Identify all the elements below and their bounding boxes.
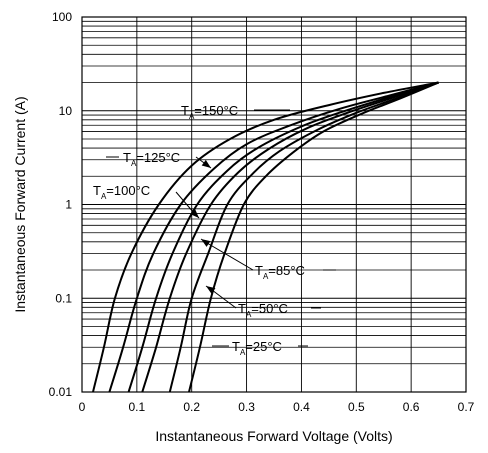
plot-frame <box>81 16 467 393</box>
series-label-1: TA=125°C <box>123 150 180 168</box>
y-tick-label: 100 <box>52 10 72 24</box>
leader-line <box>206 242 254 271</box>
leader-line <box>211 289 237 309</box>
series-annotations: TA=150°C TA=125°C TA=100°C TA=85°C TA=50°C TA… <box>93 103 336 357</box>
x-tick-label: 0.1 <box>129 400 146 414</box>
series-line-2 <box>127 81 439 393</box>
series-label-0: TA=150°C <box>181 103 238 121</box>
series-label-4: TA=50°C <box>238 301 288 319</box>
arrowhead <box>206 286 216 294</box>
series-label-2: TA=100°C <box>93 183 150 201</box>
series-line-1 <box>108 81 439 393</box>
series-label-3: TA=85°C <box>255 263 305 281</box>
series-label-5: TA=25°C <box>232 339 282 357</box>
x-tick-label: 0 <box>79 400 86 414</box>
arrowhead <box>201 239 211 247</box>
series-line-3 <box>141 81 439 393</box>
y-tick-label: 0.01 <box>49 385 73 399</box>
x-tick-label: 0.5 <box>348 400 365 414</box>
x-tick-label: 0.7 <box>458 400 475 414</box>
series-lines <box>92 81 439 393</box>
y-tick-label: 10 <box>59 104 73 118</box>
arrowhead <box>190 209 199 218</box>
x-tick-label: 0.4 <box>293 400 310 414</box>
x-axis-title: Instantaneous Forward Voltage (Volts) <box>155 428 392 444</box>
y-tick-label: 0.1 <box>55 291 72 305</box>
x-tick-label: 0.6 <box>403 400 420 414</box>
series-line-0 <box>92 81 439 393</box>
tick-labels: 0 0.1 0.2 0.3 0.4 0.5 0.6 0.7 0.01 0.1 1 10 100 <box>49 10 475 414</box>
y-axis-title: Instantaneous Forward Current (A) <box>12 96 28 312</box>
series-line-5 <box>188 81 439 393</box>
y-tick-label: 1 <box>65 198 72 212</box>
x-tick-label: 0.3 <box>238 400 255 414</box>
grid <box>81 17 467 393</box>
arrowhead <box>201 159 211 168</box>
leader-line <box>175 191 195 214</box>
series-line-4 <box>168 81 439 393</box>
x-tick-label: 0.2 <box>183 400 200 414</box>
